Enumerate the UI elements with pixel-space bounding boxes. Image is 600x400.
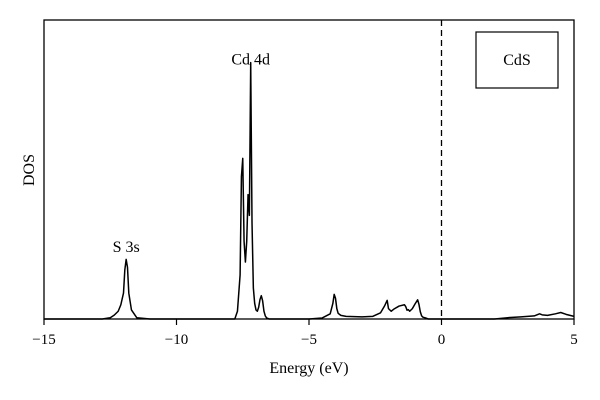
legend: CdS xyxy=(475,31,559,89)
x-tick-label: 0 xyxy=(438,332,446,348)
x-axis-ticks: −15 −10 −5 0 5 xyxy=(32,319,578,348)
y-axis-label: DOS xyxy=(21,154,38,186)
x-axis-label: Energy (eV) xyxy=(269,360,348,377)
legend-label: CdS xyxy=(503,52,531,69)
x-tick-label: −15 xyxy=(32,332,55,348)
legend-box xyxy=(475,31,559,89)
dos-series-line xyxy=(44,61,575,320)
annotation-cd-4d: Cd 4d xyxy=(231,51,270,68)
x-tick-label: −5 xyxy=(301,332,317,348)
x-tick-label: −10 xyxy=(165,332,188,348)
annotation-s-3s: S 3s xyxy=(113,239,140,256)
x-tick-label: 5 xyxy=(570,332,578,348)
